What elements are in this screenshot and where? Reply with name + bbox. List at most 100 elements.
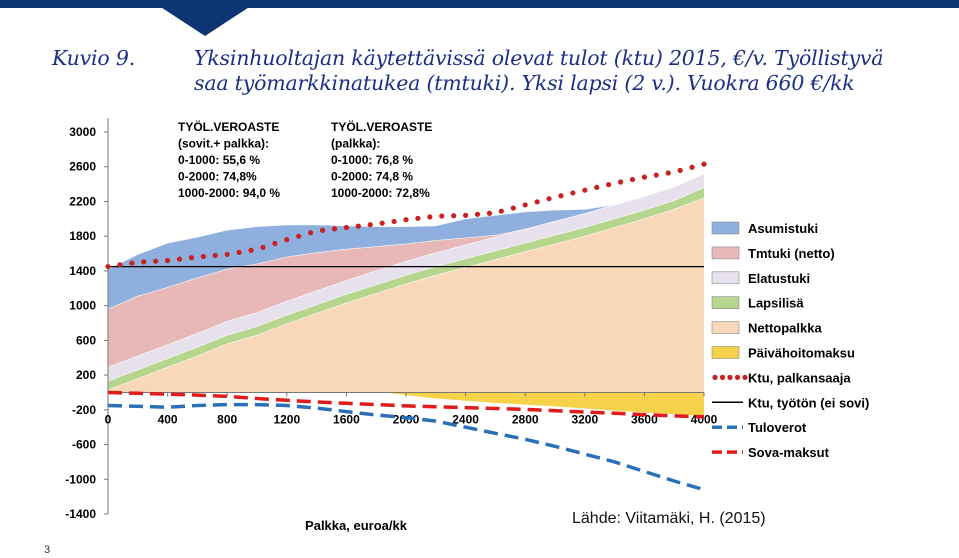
legend-label: Ktu, työtön (ei sovi)	[748, 395, 869, 410]
x-tick-label: 400	[158, 412, 178, 426]
ktu-palkansaaja-dot	[391, 218, 397, 225]
legend-label: Tuloverot	[748, 420, 807, 435]
ktu-palkansaaja-dot	[641, 174, 648, 180]
legend-swatch	[711, 321, 740, 334]
x-tick-label: 2400	[452, 412, 479, 426]
ktu-palkansaaja-dot	[665, 170, 671, 176]
boundary-elatustuki	[107, 173, 705, 368]
annotation-palkka-line: (palkka):	[331, 137, 380, 151]
x-tick-label: 1600	[333, 412, 360, 426]
x-tick-label: 0	[105, 412, 112, 426]
annotation-palkka-line: TYÖL.VEROASTE	[331, 119, 432, 134]
ktu-palkansaaja-dot	[486, 210, 493, 216]
ktu-palkansaaja-dot	[308, 230, 314, 236]
ktu-palkansaaja-dot	[415, 215, 421, 221]
annotation-sovit-line: 0-2000: 74,8%	[178, 170, 257, 184]
ktu-palkansaaja-dot	[319, 227, 326, 233]
ktu-palkansaaja-dot	[546, 196, 552, 202]
annotation-sovit-line: (sovit.+ palkka):	[178, 137, 269, 151]
ktu-palkansaaja-dot	[629, 176, 636, 183]
brand-chevron	[150, 0, 260, 36]
area-tmtuki-netto	[108, 173, 704, 368]
annotation-palkka-line: 1000-2000: 72,8%	[331, 186, 430, 200]
ktu-palkansaaja-dot	[141, 259, 147, 265]
area-elatustuki	[108, 173, 704, 382]
ktu-palkansaaja-dot	[212, 252, 218, 259]
ktu-palkansaaja-dot	[653, 172, 659, 178]
legend-swatch	[711, 346, 740, 359]
ktu-palkansaaja-dot	[474, 211, 481, 217]
ktu-palkansaaja-dot	[105, 263, 111, 270]
ktu-palkansaaja-dot	[558, 193, 564, 199]
area-asumistuki	[108, 173, 704, 310]
ktu-palkansaaja-dot	[403, 217, 409, 223]
ktu-palkansaaja-dot	[510, 205, 516, 211]
annotation-palkka-line: 0-2000: 74,8 %	[331, 170, 413, 184]
legend-label: Elatustuki	[748, 271, 810, 286]
ktu-palkansaaja-dot	[689, 164, 695, 170]
ktu-palkansaaja-dot	[606, 182, 612, 188]
y-tick-label: 2600	[69, 160, 96, 174]
ktu-palkansaaja-dot	[379, 220, 385, 226]
legend-label: Päivähoitomaksu	[748, 346, 855, 361]
ktu-palkansaaja-dot	[498, 208, 504, 214]
ktu-palkansaaja-dot	[129, 260, 135, 266]
ktu-palkansaaja-dot	[236, 249, 242, 255]
ktu-palkansaaja-dot	[594, 184, 600, 190]
ktu-palkansaaja-dot	[331, 226, 338, 232]
annotation-sovit-line: 1000-2000: 94,0 %	[178, 186, 280, 200]
x-tick-label: 2000	[393, 412, 420, 426]
x-tick-label: 3200	[571, 412, 598, 426]
legend-label: Ktu, palkansaaja	[748, 370, 851, 385]
ktu-palkansaaja-dot	[260, 244, 266, 250]
ktu-palkansaaja-dot	[200, 253, 206, 260]
annotation-sovit-line: 0-1000: 55,6 %	[178, 153, 260, 167]
x-tick-label: 4000	[691, 412, 718, 426]
ktu-palkansaaja-dot	[677, 167, 683, 173]
legend-swatch	[711, 271, 740, 285]
x-tick-label: 1200	[273, 412, 300, 426]
y-tick-label: 3000	[69, 125, 96, 139]
ktu-palkansaaja-dot	[451, 213, 457, 219]
ktu-palkansaaja-dot	[248, 247, 254, 253]
title-line-1: Yksinhuoltajan käytettävissä olevat tulo…	[194, 46, 884, 70]
boundary-nettopalkka	[107, 197, 705, 391]
title-line-2: saa työmarkkinatukea (tmtuki). Yksi laps…	[194, 71, 855, 95]
ktu-palkansaaja-dot	[117, 262, 123, 268]
ktu-palkansaaja-dot	[701, 161, 707, 167]
legend-label: Sova-maksut	[748, 445, 830, 460]
legend-swatch	[711, 221, 740, 235]
figure-title: Kuvio 9. Yksinhuoltajan käytettävissä ole…	[52, 46, 932, 96]
area-nettopalkka	[108, 198, 704, 393]
ktu-palkansaaja-dot	[153, 258, 159, 264]
ktu-palkansaaja-dot	[439, 213, 445, 219]
ktu-palkansaaja-dot	[188, 255, 195, 261]
line-sova-maksut	[107, 390, 705, 419]
legend-swatch	[711, 296, 740, 310]
ktu-palkansaaja-dot	[522, 202, 528, 208]
annotation-palkka-line: 0-1000: 76,8 %	[331, 153, 413, 167]
y-tick-label: 1400	[69, 264, 96, 278]
ktu-palkansaaja-dot	[582, 187, 588, 193]
y-tick-label: -1400	[65, 507, 96, 521]
ktu-palkansaaja-dot	[367, 222, 373, 228]
legend-label: Asumistuki	[748, 221, 818, 236]
page-number: 3	[44, 544, 51, 556]
legend-label: Lapsilisä	[748, 296, 804, 311]
ktu-palkansaaja-dot	[534, 199, 540, 205]
annotation-sovit-line: TYÖL.VEROASTE	[178, 119, 279, 134]
ktu-palkansaaja-dot	[463, 212, 469, 218]
ktu-palkansaaja-dot	[284, 237, 290, 243]
ktu-palkansaaja-dot	[224, 251, 230, 258]
line-ktu-palkansaaja	[105, 161, 707, 270]
ktu-palkansaaja-dot	[296, 233, 302, 239]
legend-dot	[742, 374, 748, 380]
y-tick-label: 200	[76, 368, 96, 382]
ktu-palkansaaja-dot	[570, 190, 576, 196]
ktu-palkansaaja-dot	[617, 179, 624, 185]
legend-dot	[727, 374, 733, 380]
y-tick-label: -600	[72, 438, 96, 452]
area-paivahoitomaksu	[391, 392, 704, 416]
ktu-palkansaaja-dot	[427, 214, 433, 220]
